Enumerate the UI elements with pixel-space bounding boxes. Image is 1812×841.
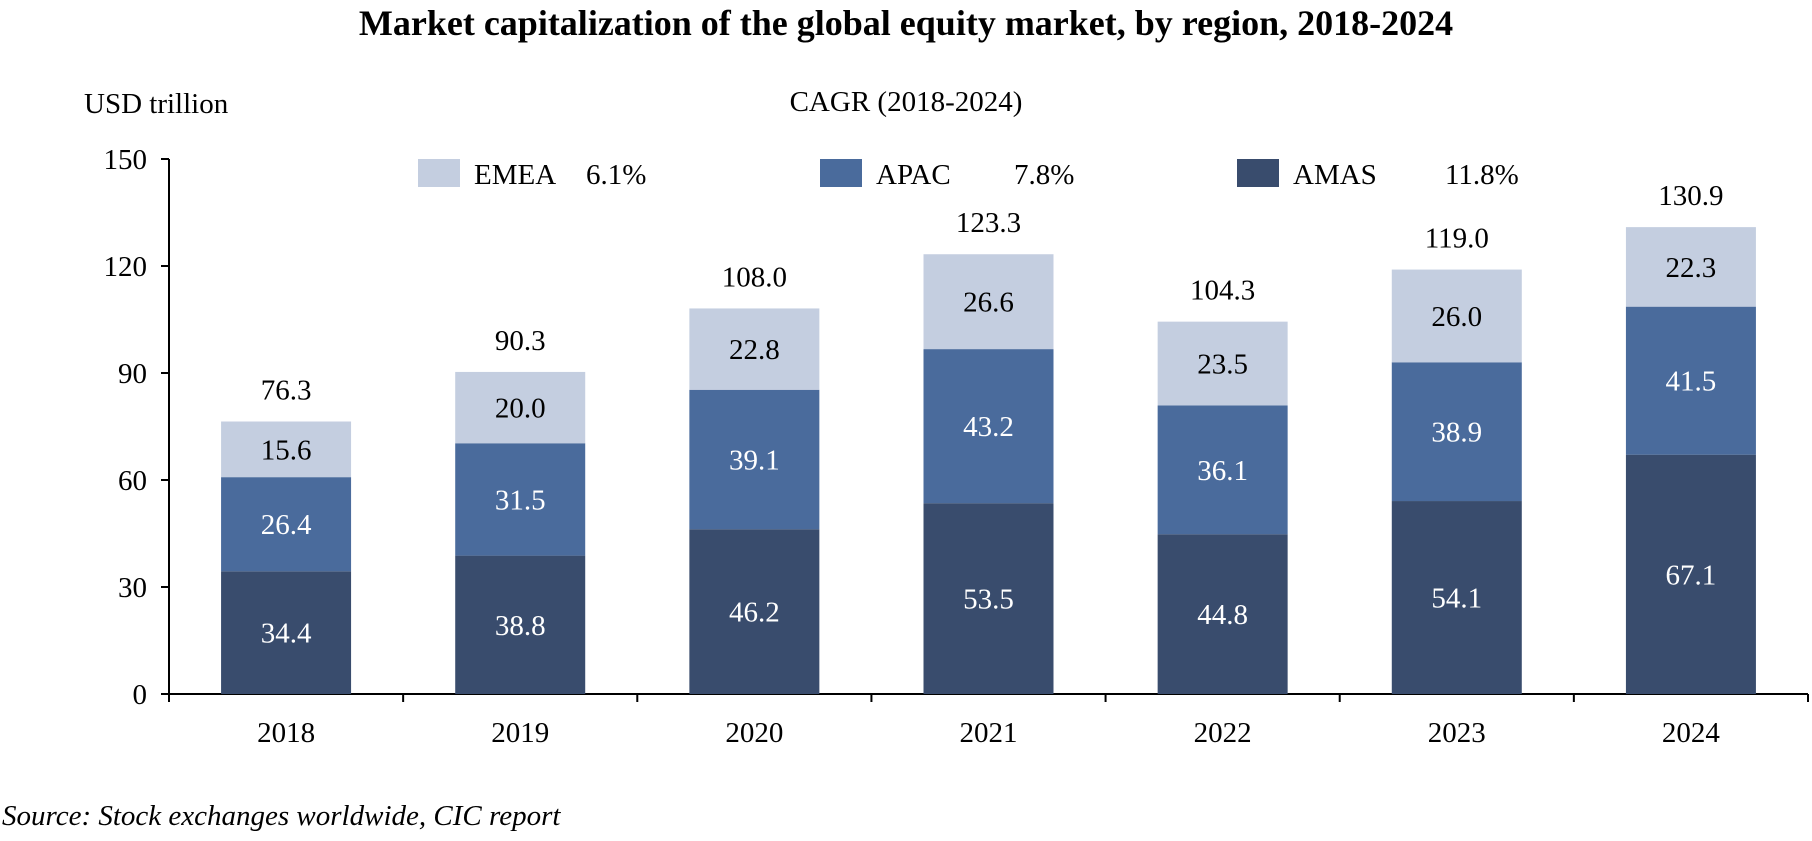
legend-label: EMEA (474, 159, 556, 191)
bar-apac (689, 389, 820, 530)
bar-emea (1157, 321, 1288, 406)
legend-label: APAC (876, 159, 951, 191)
bar-value-label: 26.4 (261, 509, 312, 541)
x-tick-label: 2023 (1428, 717, 1486, 749)
bar-amas (1157, 534, 1288, 694)
source-note: Source: Stock exchanges worldwide, CIC r… (2, 800, 561, 832)
y-tick-label: 0 (133, 679, 148, 711)
bar-total-label: 108.0 (722, 261, 787, 293)
bar-apac (1157, 405, 1288, 535)
bar-emea (1625, 227, 1756, 307)
bar-value-label: 54.1 (1431, 583, 1482, 615)
y-tick-label: 30 (118, 572, 147, 604)
bar-emea (455, 371, 586, 444)
bar-value-label: 38.9 (1431, 417, 1482, 449)
bar-value-label: 36.1 (1197, 455, 1248, 487)
bar-value-label: 23.5 (1197, 349, 1248, 381)
y-tick-label: 150 (104, 144, 148, 176)
y-axis-label: USD trillion (84, 88, 229, 120)
x-tick-label: 2019 (491, 717, 549, 749)
x-tick-label: 2024 (1662, 717, 1721, 749)
bar-amas (689, 529, 820, 694)
bar-value-label: 67.1 (1666, 559, 1717, 591)
bar-amas (1625, 454, 1756, 694)
legend-cagr-value: 7.8% (1014, 159, 1074, 191)
bar-apac (221, 477, 352, 572)
bar-value-label: 44.8 (1197, 599, 1248, 631)
bar-value-label: 15.6 (261, 434, 312, 466)
x-tick-label: 2018 (257, 717, 315, 749)
bar-value-label: 26.6 (963, 287, 1014, 319)
bar-total-label: 130.9 (1658, 180, 1723, 212)
bar-emea (923, 254, 1054, 350)
bar-value-label: 31.5 (495, 484, 546, 516)
bar-apac (1391, 362, 1522, 502)
x-tick-label: 2022 (1194, 717, 1252, 749)
bar-value-label: 38.8 (495, 610, 546, 642)
bar-value-label: 43.2 (963, 411, 1014, 443)
bar-apac (1625, 306, 1756, 455)
bar-value-label: 46.2 (729, 597, 780, 629)
legend-title: CAGR (2018-2024) (789, 86, 1023, 118)
x-tick-label: 2020 (725, 717, 783, 749)
legend-swatch-amas (1237, 159, 1279, 187)
y-tick-label: 60 (118, 465, 147, 497)
bar-emea (1391, 269, 1522, 363)
bar-amas (221, 571, 352, 694)
bar-value-label: 26.0 (1431, 301, 1482, 333)
bar-emea (689, 308, 820, 390)
bar-total-label: 123.3 (956, 207, 1021, 239)
bar-apac (455, 443, 586, 556)
bar-value-label: 22.3 (1666, 252, 1717, 284)
legend-swatch-apac (820, 159, 862, 187)
bar-total-label: 119.0 (1425, 223, 1489, 255)
bar-amas (923, 503, 1054, 694)
legend-swatch-emea (418, 159, 460, 187)
legend-cagr-value: 11.8% (1445, 159, 1519, 191)
bar-amas (455, 555, 586, 694)
bar-total-label: 76.3 (261, 375, 312, 407)
y-tick-label: 120 (104, 251, 148, 283)
bar-value-label: 34.4 (261, 618, 312, 650)
bar-value-label: 39.1 (729, 444, 780, 476)
chart-title: Market capitalization of the global equi… (358, 3, 1454, 43)
bar-emea (221, 421, 352, 478)
legend-label: AMAS (1293, 159, 1377, 191)
bar-value-label: 22.8 (729, 334, 780, 366)
bar-total-label: 90.3 (495, 325, 546, 357)
x-tick-label: 2021 (960, 717, 1018, 749)
bar-amas (1391, 501, 1522, 694)
bar-total-label: 104.3 (1190, 275, 1255, 307)
y-tick-label: 90 (118, 358, 147, 390)
bar-value-label: 53.5 (963, 584, 1014, 616)
bar-apac (923, 349, 1054, 504)
legend-cagr-value: 6.1% (586, 159, 646, 191)
bar-value-label: 20.0 (495, 393, 546, 425)
bar-value-label: 41.5 (1666, 366, 1717, 398)
